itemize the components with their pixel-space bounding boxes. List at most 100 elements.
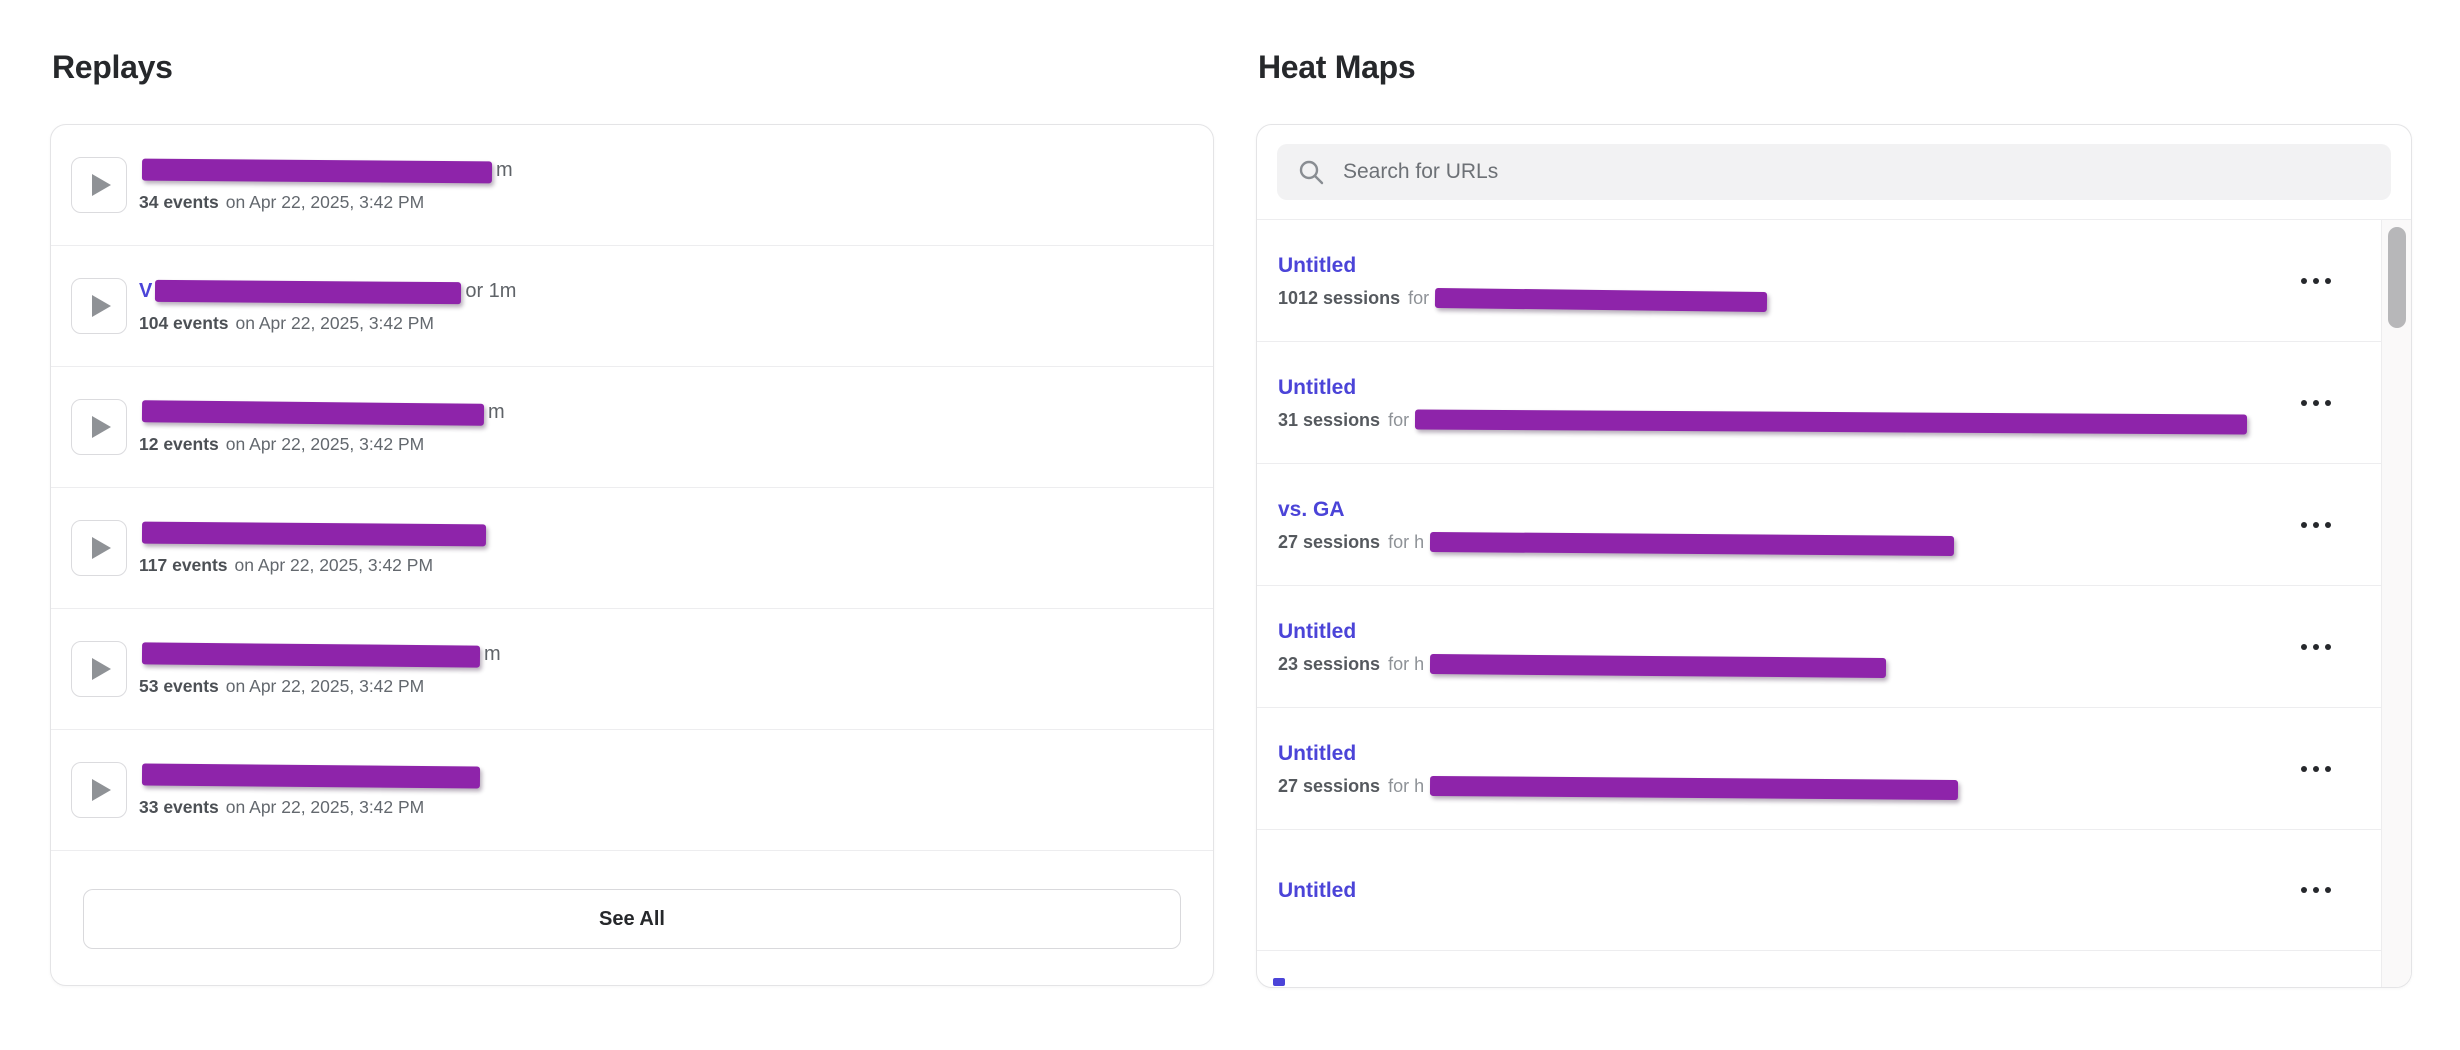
visit-duration-text: m bbox=[496, 159, 513, 181]
events-count: 12 events bbox=[139, 433, 219, 454]
play-button[interactable] bbox=[71, 157, 127, 213]
more-menu-button[interactable] bbox=[2295, 268, 2337, 294]
redaction-bar bbox=[141, 641, 481, 668]
redaction-bar bbox=[1430, 653, 1887, 678]
replay-meta-line: 104 events on Apr 22, 2025, 3:42 PM bbox=[139, 313, 516, 334]
visit-duration-text: m bbox=[484, 643, 501, 665]
replay-title-line: m bbox=[139, 158, 513, 184]
heatmap-title-link[interactable]: Untitled bbox=[1278, 376, 1357, 399]
play-button[interactable] bbox=[71, 520, 127, 576]
heatmaps-card: Untitled 1012 sessions for Untitled 31 se… bbox=[1256, 124, 2412, 988]
heatmap-meta-line: 1012 sessions for bbox=[1278, 287, 1768, 312]
ellipsis-icon bbox=[2301, 887, 2307, 893]
heatmap-title-link[interactable]: vs. GA bbox=[1278, 498, 1345, 521]
replay-row: m 34 events on Apr 22, 2025, 3:42 PM bbox=[51, 125, 1213, 246]
ellipsis-icon bbox=[2301, 765, 2307, 772]
replay-timestamp: on Apr 22, 2025, 3:42 PM bbox=[235, 312, 434, 333]
replay-meta-line: 12 events on Apr 22, 2025, 3:42 PM bbox=[139, 434, 505, 455]
play-icon bbox=[92, 779, 111, 801]
replay-meta-line: 34 events on Apr 22, 2025, 3:42 PM bbox=[139, 192, 513, 213]
url-visible-text: for h bbox=[1388, 776, 1425, 796]
see-all-button[interactable]: See All bbox=[83, 889, 1181, 949]
sessions-count: 23 sessions bbox=[1278, 654, 1381, 674]
heatmap-row: Untitled 1012 sessions for bbox=[1257, 220, 2381, 342]
play-button[interactable] bbox=[71, 641, 127, 697]
sessions-count: 1012 sessions bbox=[1278, 288, 1401, 308]
replays-footer: See All bbox=[51, 851, 1213, 985]
search-box[interactable] bbox=[1277, 144, 2391, 200]
more-menu-button[interactable] bbox=[2295, 756, 2337, 782]
url-visible-text: for h bbox=[1388, 654, 1425, 674]
redaction-bar bbox=[1415, 408, 2248, 435]
sessions-count: 27 sessions bbox=[1278, 532, 1381, 552]
heatmap-meta-line: 27 sessions for h bbox=[1278, 531, 1955, 556]
replay-timestamp: on Apr 22, 2025, 3:42 PM bbox=[225, 191, 425, 212]
replay-meta-line: 33 events on Apr 22, 2025, 3:42 PM bbox=[139, 797, 484, 818]
sessions-count: 27 sessions bbox=[1278, 776, 1381, 796]
replays-heading: Replays bbox=[52, 49, 173, 85]
redaction-bar bbox=[155, 279, 462, 304]
heatmap-row-clipped bbox=[1257, 951, 2381, 987]
redaction-bar bbox=[141, 763, 481, 788]
events-count: 34 events bbox=[139, 191, 219, 212]
play-icon bbox=[92, 658, 111, 680]
heatmap-row: Untitled bbox=[1257, 830, 2381, 951]
heatmap-title-link[interactable]: Untitled bbox=[1278, 742, 1357, 765]
replay-meta-line: 117 events on Apr 22, 2025, 3:42 PM bbox=[139, 555, 490, 576]
replay-timestamp: on Apr 22, 2025, 3:42 PM bbox=[234, 554, 434, 575]
events-count: 33 events bbox=[139, 796, 219, 817]
replay-row: m 12 events on Apr 22, 2025, 3:42 PM bbox=[51, 367, 1213, 488]
heatmap-row: Untitled 27 sessions for h bbox=[1257, 708, 2381, 830]
replays-card: m 34 events on Apr 22, 2025, 3:42 PM V or… bbox=[50, 124, 1214, 986]
replay-row: m 53 events on Apr 22, 2025, 3:42 PM bbox=[51, 609, 1213, 730]
scrollbar-thumb[interactable] bbox=[2388, 227, 2406, 328]
heatmap-title-link[interactable]: Untitled bbox=[1278, 878, 1357, 902]
replay-row: 33 events on Apr 22, 2025, 3:42 PM bbox=[51, 730, 1213, 851]
redaction-bar bbox=[1434, 287, 1768, 312]
redaction-bar bbox=[141, 521, 487, 546]
visitor-name-link[interactable]: V bbox=[139, 280, 153, 302]
ellipsis-icon bbox=[2301, 643, 2307, 650]
heatmaps-heading: Heat Maps bbox=[1258, 49, 1416, 85]
url-visible-text: for h bbox=[1388, 532, 1425, 552]
more-menu-button[interactable] bbox=[2295, 634, 2337, 660]
more-menu-button[interactable] bbox=[2295, 877, 2337, 903]
replay-timestamp: on Apr 22, 2025, 3:42 PM bbox=[225, 675, 425, 696]
replay-row: 117 events on Apr 22, 2025, 3:42 PM bbox=[51, 488, 1213, 609]
url-visible-text: for bbox=[1408, 288, 1430, 308]
heatmap-meta-line: 23 sessions for h bbox=[1278, 653, 1887, 678]
ellipsis-icon bbox=[2301, 399, 2307, 406]
heatmaps-list: Untitled 1012 sessions for Untitled 31 se… bbox=[1257, 220, 2381, 987]
heatmap-title-link[interactable]: Untitled bbox=[1278, 620, 1357, 643]
events-count: 53 events bbox=[139, 675, 219, 696]
redaction-bar bbox=[141, 399, 485, 426]
heatmap-row: Untitled 23 sessions for h bbox=[1257, 586, 2381, 708]
search-icon bbox=[1299, 160, 1324, 185]
ellipsis-icon bbox=[2301, 521, 2307, 528]
more-menu-button[interactable] bbox=[2295, 512, 2337, 538]
redaction-bar bbox=[1430, 775, 1959, 800]
sessions-count: 31 sessions bbox=[1278, 410, 1381, 430]
heatmap-meta-line: 27 sessions for h bbox=[1278, 775, 1959, 800]
events-count: 117 events bbox=[139, 554, 228, 575]
play-button[interactable] bbox=[71, 399, 127, 455]
replay-timestamp: on Apr 22, 2025, 3:42 PM bbox=[225, 433, 425, 454]
heatmap-title-link[interactable]: Untitled bbox=[1278, 254, 1357, 277]
redaction-bar bbox=[1430, 531, 1955, 556]
search-input[interactable] bbox=[1341, 159, 2371, 185]
scrollbar-track[interactable] bbox=[2381, 220, 2411, 987]
events-count: 104 events bbox=[139, 312, 229, 333]
replay-title-line: m bbox=[139, 399, 505, 426]
clipped-title-fragment bbox=[1273, 978, 1285, 986]
replay-title-line bbox=[139, 763, 484, 789]
heatmap-meta-line: 31 sessions for bbox=[1278, 408, 2248, 435]
play-button[interactable] bbox=[71, 762, 127, 818]
heatmap-row: Untitled 31 sessions for bbox=[1257, 342, 2381, 464]
replay-timestamp: on Apr 22, 2025, 3:42 PM bbox=[225, 796, 425, 817]
replays-panel: Replays m 34 events on Apr 22, 2025, 3:42… bbox=[50, 48, 1214, 988]
more-menu-button[interactable] bbox=[2295, 390, 2337, 416]
play-button[interactable] bbox=[71, 278, 127, 334]
replay-title-line: m bbox=[139, 641, 501, 668]
redaction-bar bbox=[141, 158, 493, 183]
dashboard-page: Replays m 34 events on Apr 22, 2025, 3:42… bbox=[50, 48, 2412, 988]
